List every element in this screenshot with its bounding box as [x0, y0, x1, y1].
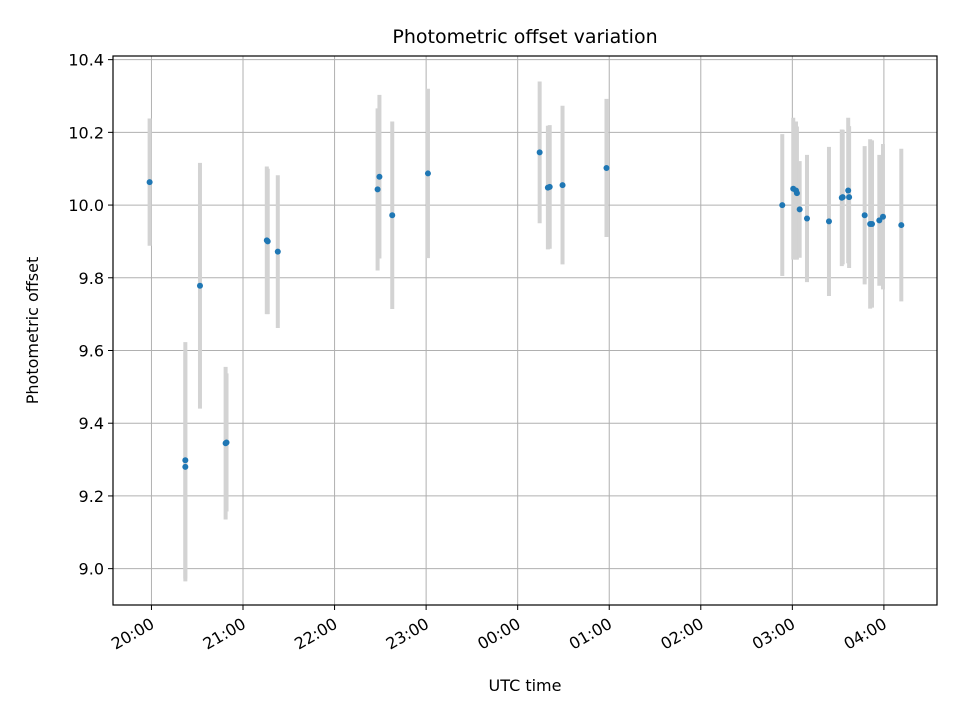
data-point [424, 170, 431, 177]
data-point [793, 190, 800, 197]
data-point [845, 187, 852, 194]
y-tick-label: 10.4 [68, 51, 104, 70]
grid [113, 56, 937, 605]
data-point [264, 238, 271, 245]
data-point [546, 183, 553, 190]
data-point [796, 206, 803, 213]
data-point [376, 173, 383, 180]
x-tick-label: 01:00 [566, 614, 615, 654]
x-tick-label: 21:00 [200, 614, 249, 654]
data-point [846, 194, 853, 201]
y-tick-label: 9.0 [79, 560, 104, 579]
data-point [803, 215, 810, 222]
data-point [879, 213, 886, 220]
x-tick-label: 23:00 [383, 614, 432, 654]
data-point [536, 149, 543, 156]
data-point [839, 194, 846, 201]
x-tick-label: 04:00 [840, 614, 889, 654]
data-point [196, 282, 203, 289]
y-tick-label: 9.6 [79, 341, 104, 360]
error-bars [147, 81, 904, 582]
data-point [182, 463, 189, 470]
data-point [868, 220, 875, 227]
x-tick-label: 22:00 [291, 614, 340, 654]
plot-frame [112, 55, 938, 606]
x-tick-label: 02:00 [657, 614, 706, 654]
y-axis: 9.0 9.2 9.4 9.6 9.8 10.0 10.2 10.4 [68, 51, 113, 579]
x-tick-label: 00:00 [474, 614, 523, 654]
data-point [603, 164, 610, 171]
x-axis-title: UTC time [489, 676, 562, 695]
data-point [223, 439, 230, 446]
data-point [898, 222, 905, 229]
data-point [374, 186, 381, 193]
chart-title: Photometric offset variation [392, 26, 657, 48]
data-point [779, 202, 786, 209]
y-tick-label: 10.0 [68, 196, 104, 215]
data-point [274, 248, 281, 255]
data-point [876, 217, 883, 224]
data-point [861, 212, 868, 219]
y-tick-label: 9.2 [79, 487, 104, 506]
data-points [146, 149, 905, 470]
data-point [825, 218, 832, 225]
y-tick-label: 9.4 [79, 414, 104, 433]
y-axis-title: Photometric offset [23, 257, 42, 405]
x-tick-label: 20:00 [108, 614, 157, 654]
data-point [182, 457, 189, 464]
y-tick-label: 9.8 [79, 269, 104, 288]
x-axis: 20:00 21:00 22:00 23:00 00:00 01:00 02:00 03:00… [108, 605, 890, 654]
data-point [146, 179, 153, 186]
y-tick-label: 10.2 [68, 123, 104, 142]
data-point [389, 212, 396, 219]
x-tick-label: 03:00 [749, 614, 798, 654]
data-point [559, 182, 566, 189]
